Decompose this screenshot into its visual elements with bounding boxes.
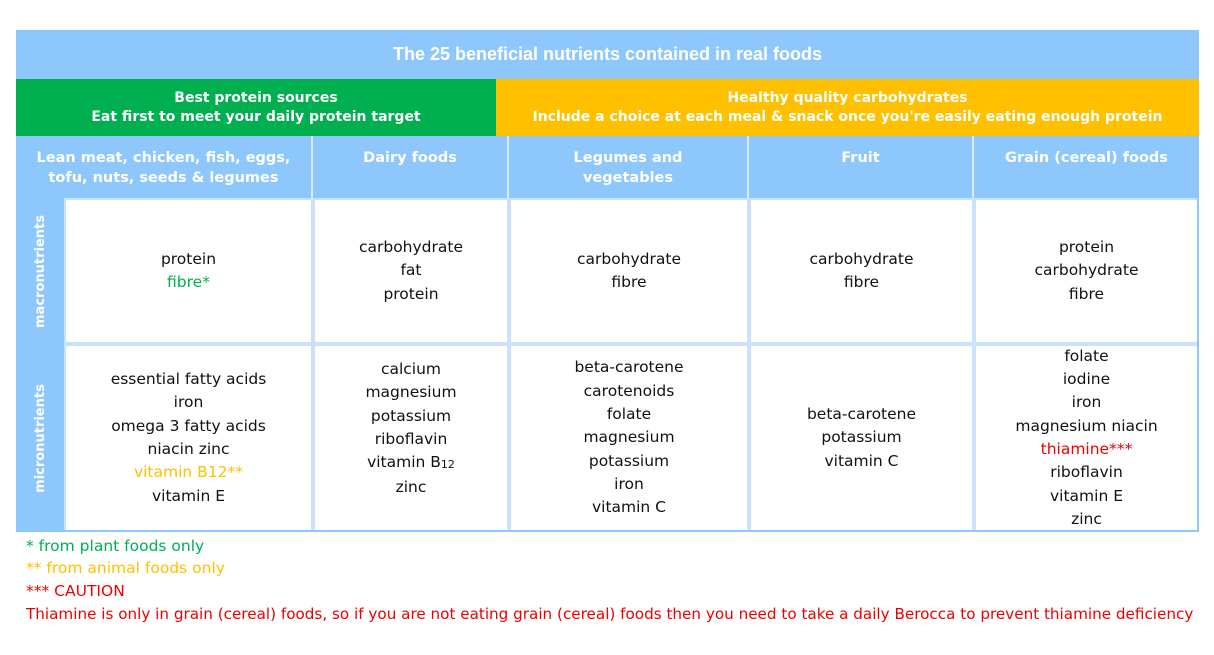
nutrient-item: magnesium [365, 383, 457, 402]
column-header-legumes: Legumes and vegetables [509, 136, 749, 198]
protein-group-title: Best protein sources [174, 89, 338, 106]
column-header-line: Fruit [841, 150, 880, 166]
row-label-text: micronutrients [32, 383, 48, 493]
column-header-line: Legumes and [573, 150, 683, 166]
column-header-fruit: Fruit [749, 136, 974, 198]
vitamin-b-text: vitamin B [367, 453, 441, 472]
row-label-macronutrients: macronutrients [16, 198, 64, 344]
nutrient-item: fat [400, 261, 422, 280]
nutrient-item: riboflavin [1050, 463, 1123, 482]
nutrient-item: magnesium niacin [1015, 416, 1158, 435]
nutrient-item: folate [1064, 346, 1109, 365]
micro-cell-legumes: beta-carotene carotenoids folate magnesi… [509, 344, 749, 532]
nutrient-item: beta-carotene [806, 405, 917, 424]
nutrient-item: protein [383, 284, 439, 303]
macro-cell-dairy: carbohydrate fat protein [313, 198, 509, 344]
column-header-grain: Grain (cereal) foods [974, 136, 1199, 198]
carbs-group-header: Healthy quality carbohydrates Include a … [496, 79, 1199, 136]
column-header-line: Grain (cereal) foods [1005, 150, 1168, 166]
macro-cell-legumes: carbohydrate fibre [509, 198, 749, 344]
column-header-dairy: Dairy foods [313, 136, 509, 198]
micro-cell-dairy: calcium magnesium potassium riboflavin v… [313, 344, 509, 532]
nutrient-item: essential fatty acids [110, 370, 267, 389]
carbs-group-title: Healthy quality carbohydrates [727, 89, 968, 106]
protein-group-subtitle: Eat first to meet your daily protein tar… [91, 108, 421, 125]
row-label-text: macronutrients [32, 214, 48, 328]
nutrient-item: vitamin C [591, 498, 667, 517]
footnote-thiamine-warning: Thiamine is only in grain (cereal) foods… [26, 605, 1194, 623]
nutrient-item: omega 3 fatty acids [111, 416, 266, 435]
column-header-line: Lean meat, chicken, fish, eggs, [36, 150, 291, 166]
nutrient-item: potassium [370, 406, 452, 425]
carbs-group-subtitle: Include a choice at each meal & snack on… [532, 108, 1163, 125]
nutrient-item: carbohydrate [358, 238, 464, 257]
nutrient-item: vitamin E [1049, 486, 1123, 505]
column-header-line: vegetables [582, 170, 674, 186]
nutrient-item: carotenoids [583, 381, 675, 400]
nutrient-item: zinc [1071, 509, 1102, 528]
nutrient-item: carbohydrate [809, 249, 914, 268]
nutrient-item: fibre [611, 273, 647, 291]
subscript-12: 12 [440, 458, 455, 472]
nutrient-item: potassium [821, 428, 902, 447]
nutrient-item: vitamin E [151, 486, 225, 505]
nutrient-item-caution: thiamine*** [1040, 440, 1133, 458]
micro-cell-fruit: beta-carotene potassium vitamin C [749, 344, 974, 532]
nutrient-item: protein [1058, 238, 1115, 257]
column-header-lean-meat: Lean meat, chicken, fish, eggs, tofu, nu… [16, 136, 313, 198]
nutrient-item: vitamin C [824, 451, 899, 470]
nutrient-item: iron [1071, 393, 1102, 412]
micro-cell-lean-meat: essential fatty acids iron omega 3 fatty… [64, 344, 313, 532]
nutrient-item-vitamin-b12: vitamin B12 [367, 451, 455, 476]
nutrient-item: protein [160, 249, 217, 268]
nutrient-item: carbohydrate [1034, 261, 1139, 280]
nutrient-item-animal-only: vitamin B12** [133, 463, 244, 482]
table-title: The 25 beneficial nutrients contained in… [16, 30, 1199, 79]
column-header-line: Dairy foods [363, 150, 457, 166]
footnote-caution: *** CAUTION [26, 582, 125, 600]
footnote-animal-foods: ** from animal foods only [26, 559, 225, 577]
nutrient-item: fibre [1068, 284, 1105, 303]
nutrient-item: riboflavin [374, 429, 448, 448]
nutrient-item: fibre [843, 273, 880, 291]
nutrient-item: beta-carotene [574, 358, 684, 377]
nutrient-item: magnesium [583, 428, 675, 447]
nutrient-item: iron [173, 393, 204, 412]
nutrient-item: calcium [380, 360, 442, 378]
nutrient-item: iron [614, 474, 644, 493]
micro-cell-grain: folate iodine iron magnesium niacin thia… [974, 344, 1199, 532]
nutrient-item: iodine [1062, 370, 1111, 389]
macro-cell-lean-meat: protein fibre* [64, 198, 313, 344]
column-header-line: tofu, nuts, seeds & legumes [48, 170, 279, 186]
row-label-micronutrients: micronutrients [16, 344, 64, 532]
nutrient-item: zinc [395, 478, 427, 497]
footnote-plant-foods: * from plant foods only [26, 537, 205, 555]
nutrient-item: carbohydrate [576, 249, 682, 268]
nutrient-item: potassium [588, 451, 670, 470]
macro-cell-grain: protein carbohydrate fibre [974, 198, 1199, 344]
macro-cell-fruit: carbohydrate fibre [749, 198, 974, 344]
protein-group-header: Best protein sources Eat first to meet y… [16, 79, 496, 136]
nutrient-item: folate [606, 405, 652, 424]
nutrient-item-plant-only: fibre* [167, 273, 210, 291]
nutrient-item: niacin zinc [147, 440, 230, 458]
